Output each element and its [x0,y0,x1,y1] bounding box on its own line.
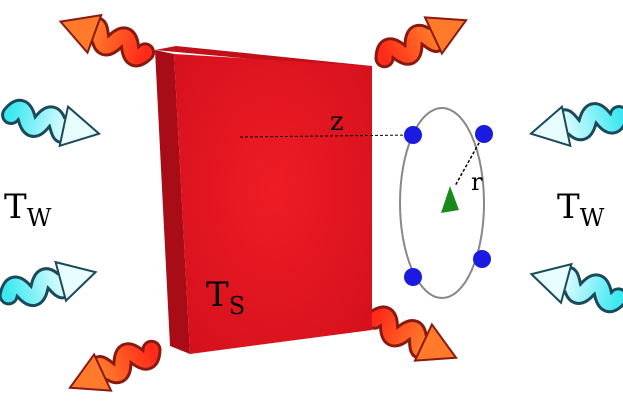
sensor-point [473,250,491,268]
sensor-point [404,268,422,286]
temperature-label: TW [4,187,52,232]
label-main: T [4,187,27,227]
radius-label: r [471,168,483,196]
label-subscript: S [229,292,245,320]
radiation-arrow [54,3,152,71]
ambient-arrow [7,95,103,153]
center-marker [441,186,459,213]
ambient-arrow [526,255,623,317]
radiation-arrow [61,332,159,406]
radiation-arrow [366,302,464,376]
ambient-arrow [3,253,100,315]
sensor-point [475,125,493,143]
orbit [399,107,485,299]
label-main: T [206,275,229,315]
slab-front [174,54,372,354]
sensor-point [404,126,422,144]
distance-line [239,134,413,138]
surface-temperature-label: TS [206,275,245,320]
slab [155,46,372,354]
label-subscript: W [27,204,52,232]
temperature-label: TW [557,187,605,232]
slab-top [155,46,372,68]
distance-label: z [330,107,344,137]
slab-side [155,50,190,354]
label-main: T [557,187,580,227]
radiation-arrow [376,2,474,76]
ambient-arrow [527,95,623,153]
label-subscript: W [580,204,605,232]
